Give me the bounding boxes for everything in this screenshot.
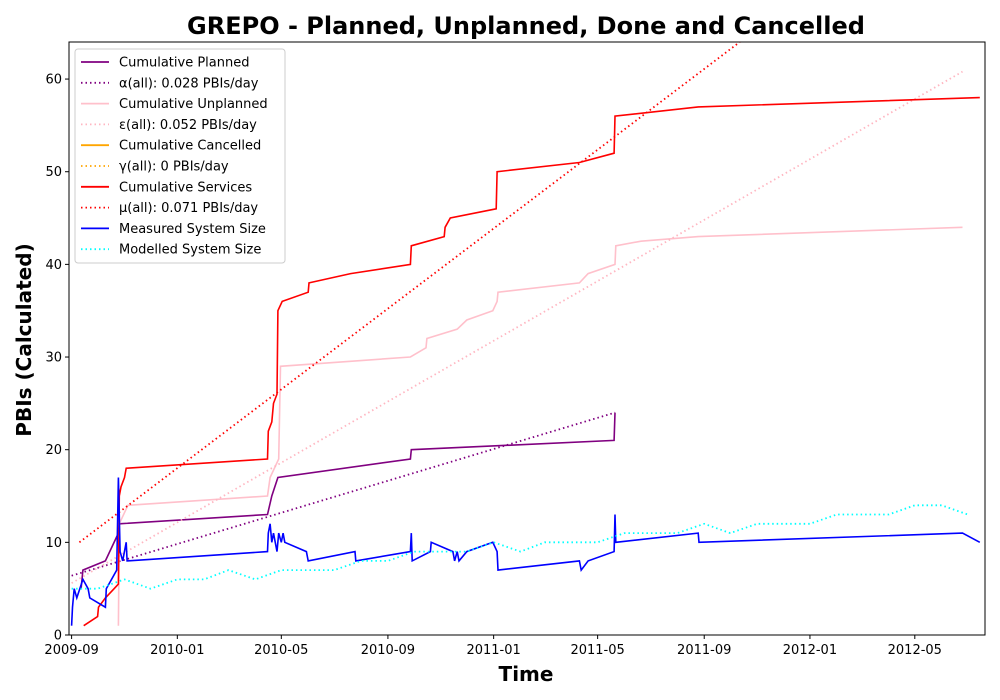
x-tick-label: 2011-01 (466, 643, 520, 658)
legend-label-cumulative-planned: Cumulative Planned (119, 56, 249, 71)
x-axis-title: Time (499, 662, 554, 686)
x-tick-label: 2011-05 (570, 643, 624, 658)
y-tick-label: 10 (45, 536, 62, 551)
series-line-measured-system-size (70, 477, 981, 626)
series-line-all-0-071-pbis-day (78, 42, 741, 544)
legend-label-all-0-028-pbis-day: α(all): 0.028 PBIs/day (119, 76, 259, 91)
x-tick-label: 2010-09 (361, 643, 415, 658)
y-tick-label: 50 (45, 165, 62, 180)
legend-label-all-0-052-pbis-day: ε(all): 0.052 PBIs/day (119, 118, 257, 133)
plot-lines (70, 42, 981, 627)
x-tick-label: 2010-05 (254, 643, 308, 658)
x-tick-label: 2012-01 (783, 643, 837, 658)
y-tick-label: 60 (45, 73, 62, 88)
legend-label-measured-system-size: Measured System Size (119, 222, 266, 237)
legend-label-cumulative-services: Cumulative Services (119, 180, 252, 195)
y-tick-label: 30 (45, 351, 62, 366)
legend-label-cumulative-unplanned: Cumulative Unplanned (119, 97, 268, 112)
y-axis-title: PBIs (Calculated) (12, 243, 36, 436)
x-tick-label: 2011-09 (677, 643, 731, 658)
legend: Cumulative Planned α(all): 0.028 PBIs/day… (74, 48, 286, 264)
axes: 0 10 20 30 40 50 60 2009-09 2010-01 2010-05 2010-0… (44, 41, 986, 658)
legend-label-all-0-071-pbis-day: μ(all): 0.071 PBIs/day (119, 201, 258, 216)
series-line-all-0-052-pbis-day (71, 70, 963, 584)
y-tick-label: 0 (54, 629, 62, 644)
legend-label-all-0-pbis-day: γ(all): 0 PBIs/day (119, 160, 229, 175)
plot-frame (68, 41, 986, 636)
series-line-cumulative-planned (80, 412, 616, 589)
chart-title: GREPO - Planned, Unplanned, Done and Can… (187, 12, 865, 40)
series-line-cumulative-unplanned (117, 226, 963, 626)
legend-label-modelled-system-size: Modelled System Size (119, 243, 261, 258)
legend-box (74, 48, 286, 264)
series-line-all-0-028-pbis-day (71, 411, 616, 577)
series-line-cumulative-services (83, 96, 980, 627)
x-tick-label: 2012-05 (888, 643, 942, 658)
x-tick-label: 2010-01 (150, 643, 204, 658)
legend-label-cumulative-cancelled: Cumulative Cancelled (119, 139, 261, 154)
series-line-modelled-system-size (71, 504, 969, 590)
x-tick-label: 2009-09 (44, 643, 98, 658)
y-tick-label: 20 (45, 443, 62, 458)
y-tick-label: 40 (45, 258, 62, 273)
